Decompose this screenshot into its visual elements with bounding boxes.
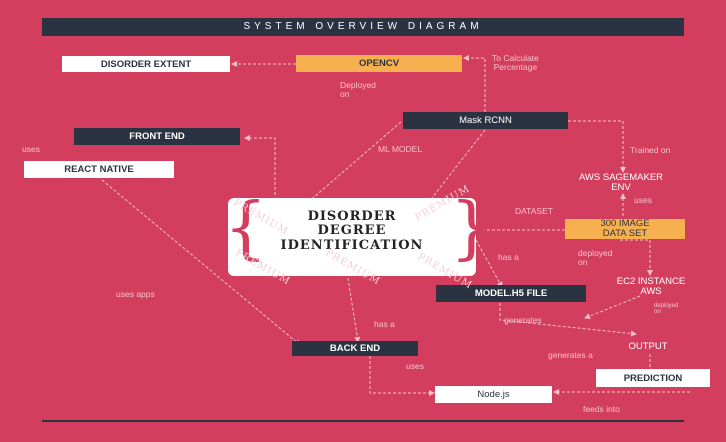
- deployed-on-small-label: deployed on: [654, 303, 679, 316]
- uses-apps-label: uses apps: [116, 289, 155, 299]
- generates-label: generates: [504, 315, 542, 325]
- uses-sagemaker-label: uses: [634, 195, 652, 205]
- left-brace-decoration: {: [224, 189, 268, 268]
- feeds-into-label: feeds into: [583, 404, 620, 414]
- opencv-node: OPENCV: [296, 55, 462, 72]
- prediction-node: PREDICTION: [596, 369, 710, 387]
- dataset-label: DATASET: [515, 206, 553, 216]
- has-a-label: has a: [498, 252, 519, 262]
- output-node: OUTPUT: [628, 340, 668, 352]
- right-brace-decoration: }: [450, 189, 494, 268]
- react-native-node: REACT NATIVE: [24, 161, 174, 178]
- nodejs-node: Node.js: [435, 386, 552, 403]
- to-calculate-label: To Calculate Percentage: [492, 53, 539, 72]
- ec2-node: EC2 INSTANCE AWS: [616, 276, 686, 297]
- uses-backend-label: uses: [406, 361, 424, 371]
- trained-on-label: Trained on: [630, 145, 671, 155]
- front-end-node: FRONT END: [74, 128, 240, 145]
- footer-divider: [42, 420, 684, 422]
- back-end-node: BACK END: [292, 341, 418, 356]
- deployed-on-label: Deployed on: [340, 80, 376, 99]
- uses-label: uses: [22, 144, 40, 154]
- dataset-node: 300 IMAGE DATA SET: [565, 219, 685, 239]
- generates-a-label: generates a: [548, 350, 593, 360]
- disorder-extent-node: DISORDER EXTENT: [62, 56, 230, 72]
- diagram-title: SYSTEM OVERVIEW DIAGRAM: [42, 18, 684, 36]
- has-a-backend-label: has a: [374, 319, 395, 329]
- model-file-node: MODEL.H5 FILE: [436, 285, 586, 302]
- central-concept-title: DISORDER DEGREE IDENTIFICATION: [280, 209, 424, 253]
- sagemaker-node: AWS SAGEMAKER ENV: [578, 172, 664, 193]
- mask-rcnn-node: Mask RCNN: [403, 112, 568, 129]
- ml-model-label: ML MODEL: [378, 144, 423, 154]
- deployed-on-ec2-label: deployed on: [578, 248, 613, 267]
- central-concept-box: [228, 198, 476, 276]
